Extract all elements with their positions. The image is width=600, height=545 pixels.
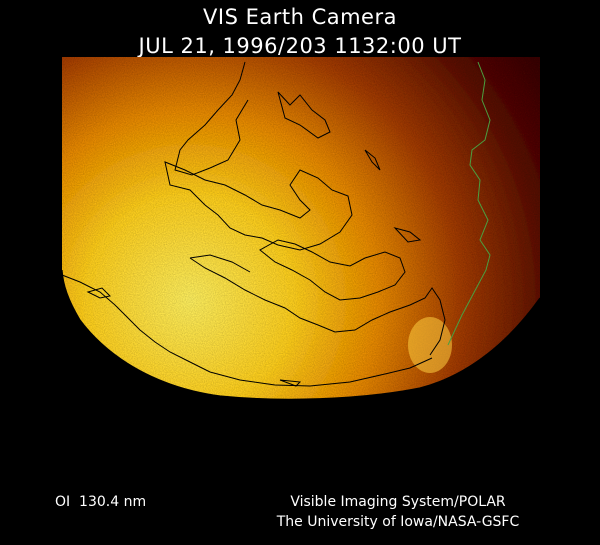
subtitle: JUL 21, 1996/203 1132:00 UT xyxy=(137,34,462,58)
credit-line: The University of Iowa/NASA-GSFC xyxy=(276,514,520,530)
title: VIS Earth Camera xyxy=(203,5,397,29)
coastline-right xyxy=(447,61,491,346)
credit-line: Visible Imaging System/POLAR xyxy=(290,494,506,510)
coastlines xyxy=(61,61,446,387)
filter-label: OI 130.4 nm xyxy=(55,494,146,510)
earth-image xyxy=(62,57,540,400)
limb xyxy=(61,269,541,400)
